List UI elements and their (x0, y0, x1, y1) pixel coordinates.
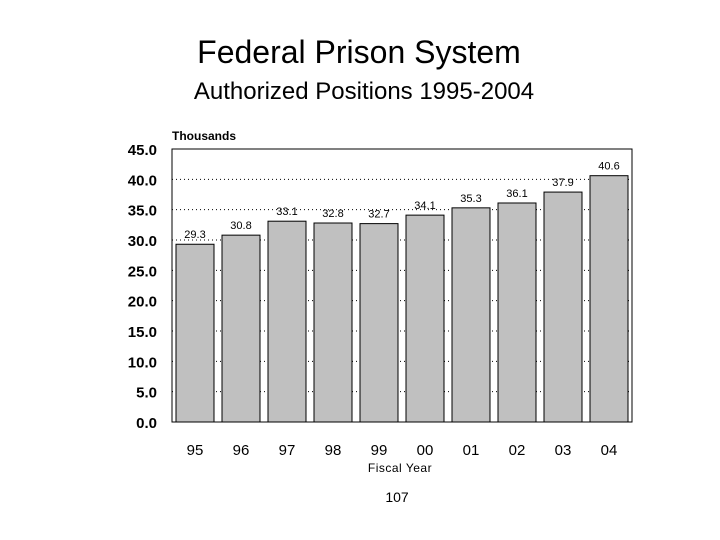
bar (543, 191, 583, 423)
x-tick-label: 98 (325, 442, 342, 459)
x-tick-label: 99 (371, 442, 388, 459)
data-label: 35.3 (460, 193, 481, 205)
y-tick-label: 20.0 (128, 294, 157, 311)
x-tick-label: 00 (417, 442, 434, 459)
bar (267, 220, 307, 423)
y-tick-label: 5.0 (136, 385, 157, 402)
bar (497, 202, 537, 423)
bar (313, 222, 353, 423)
y-tick-label: 45.0 (128, 142, 157, 159)
y-tick-label: 15.0 (128, 324, 157, 341)
bar (405, 214, 445, 423)
data-label: 34.1 (414, 200, 435, 212)
bar (359, 223, 399, 423)
y-tick-label: 30.0 (128, 233, 157, 250)
chart-title: Federal Prison System (197, 34, 521, 70)
x-tick-label: 97 (279, 442, 296, 459)
y-axis-label: Thousands (172, 129, 237, 143)
data-label: 29.3 (184, 229, 205, 241)
x-tick-label: 03 (555, 442, 572, 459)
x-tick-label: 95 (187, 442, 204, 459)
chart-subtitle: Authorized Positions 1995-2004 (193, 78, 535, 105)
data-label: 40.6 (598, 161, 619, 173)
y-tick-label: 35.0 (128, 203, 157, 220)
plot-border (171, 148, 633, 423)
y-tick-label: 40.0 (128, 172, 157, 189)
bar (221, 234, 261, 423)
y-tick-label: 0.0 (136, 415, 157, 432)
data-label: 36.1 (506, 188, 527, 200)
data-label: 30.8 (230, 220, 251, 232)
data-label: 32.7 (368, 209, 389, 221)
y-tick-label: 10.0 (128, 354, 157, 371)
x-axis-label: Fiscal Year (367, 461, 433, 475)
bar (451, 207, 491, 423)
x-tick-label: 02 (509, 442, 526, 459)
bar (175, 243, 215, 423)
data-label: 33.1 (276, 206, 297, 218)
bar (589, 175, 629, 423)
data-label: 37.9 (552, 177, 573, 189)
x-tick-label: 96 (233, 442, 250, 459)
page-number: 107 (385, 489, 409, 505)
y-tick-label: 25.0 (128, 263, 157, 280)
data-label: 32.8 (322, 208, 343, 220)
x-tick-label: 01 (463, 442, 480, 459)
x-tick-label: 04 (601, 442, 618, 459)
